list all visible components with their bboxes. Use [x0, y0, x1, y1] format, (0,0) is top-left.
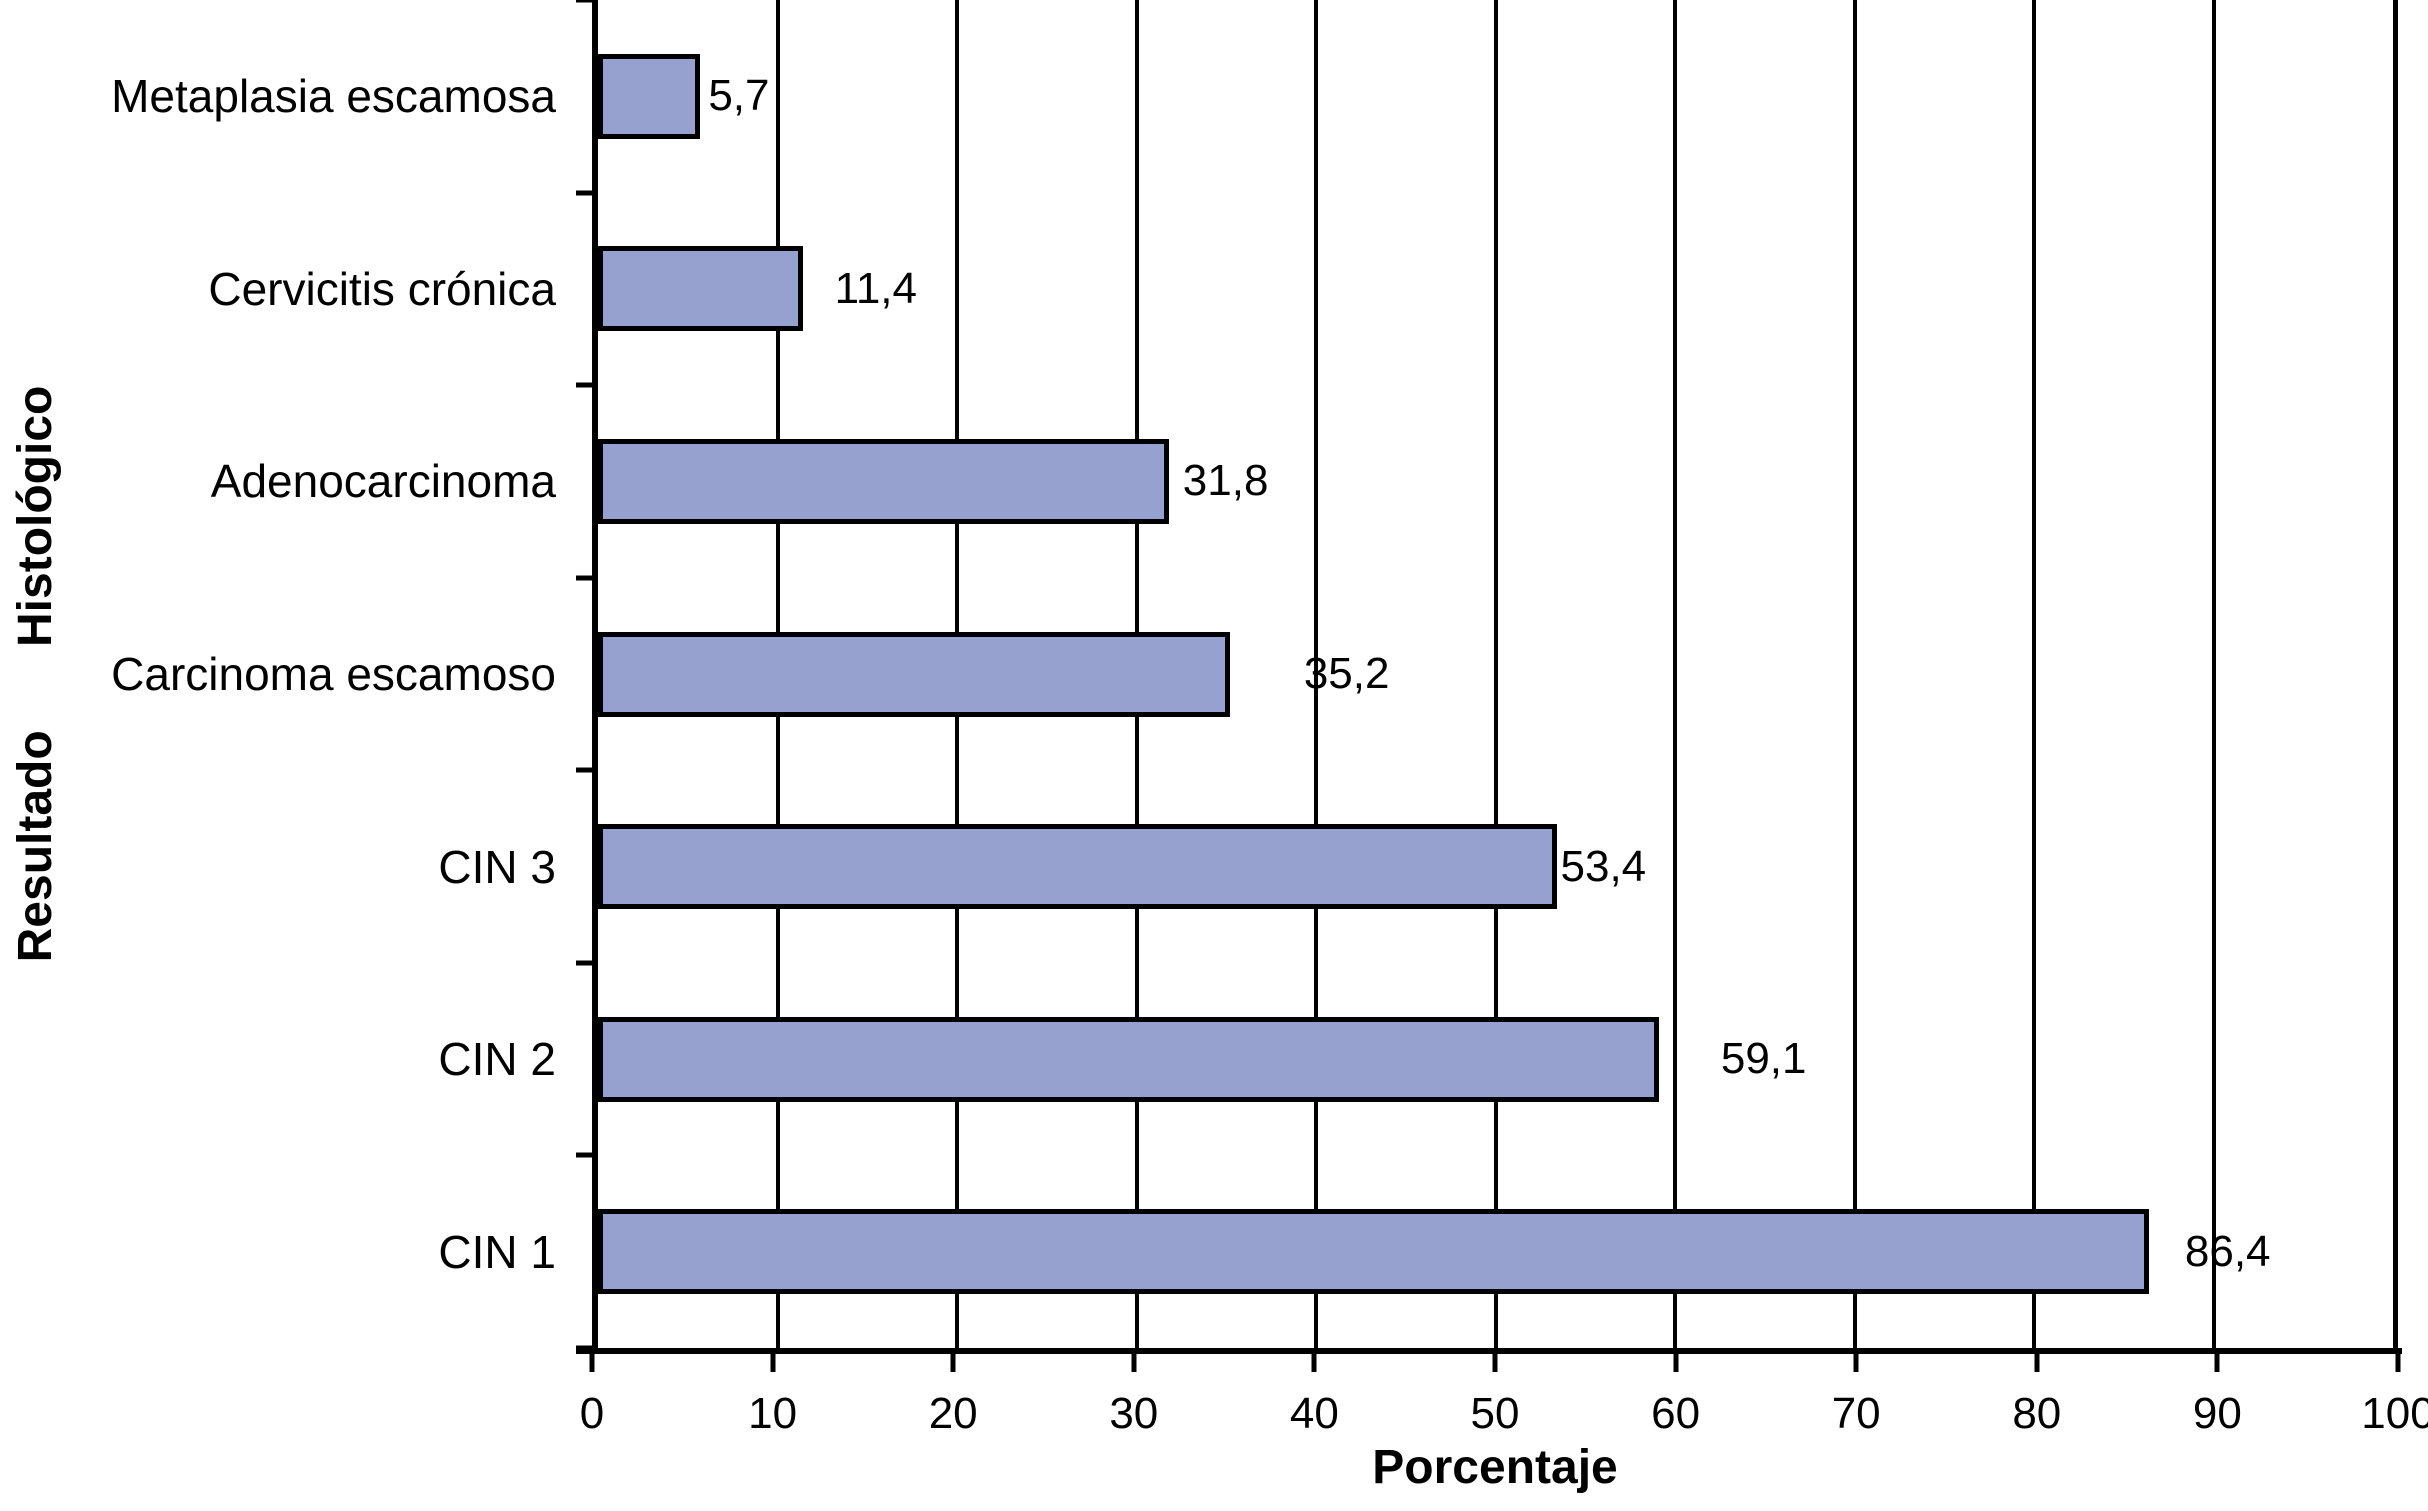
bar-cervicitis-cronica: [598, 246, 803, 332]
x-axis-tick-40: [1311, 1354, 1317, 1372]
x-tick-label-70: 70: [1831, 1389, 1881, 1438]
plot-area: 5,7 11,4 31,8 35,2 53,4 59,1 86,4: [592, 0, 2398, 1348]
bar-cin-3: [598, 824, 1557, 910]
y-axis-tick: [576, 190, 592, 196]
x-tick-label-40: 40: [1289, 1389, 1339, 1438]
gridline-90: [2211, 0, 2216, 1348]
bar-carcinoma-escamoso: [598, 631, 1230, 717]
x-axis-tick-60: [1673, 1354, 1679, 1372]
category-label-cin-1: CIN 1: [438, 1225, 556, 1278]
gridline-80: [2032, 0, 2036, 1348]
x-axis-tick-0: [589, 1354, 595, 1372]
bar-value-label: 11,4: [834, 263, 917, 313]
x-axis-tick-20: [950, 1354, 956, 1372]
x-tick-label-30: 30: [1109, 1389, 1159, 1438]
bar-adenocarcinoma: [598, 438, 1169, 524]
bar-cin-2: [598, 1016, 1659, 1102]
y-axis-tick: [576, 382, 592, 388]
y-axis-tick: [576, 0, 592, 3]
bar-cin-1: [598, 1209, 2149, 1295]
x-tick-label-50: 50: [1470, 1389, 1520, 1438]
x-tick-label-0: 0: [579, 1389, 605, 1438]
gridline-60: [1673, 0, 1677, 1348]
x-tick-label-10: 10: [748, 1389, 798, 1438]
x-axis-tick-50: [1492, 1354, 1498, 1372]
gridline-70: [1852, 0, 1857, 1348]
category-label-carcinoma-escamoso: Carcinoma escamoso: [111, 648, 556, 700]
x-tick-label-100: 100: [2361, 1389, 2428, 1438]
gridline-50: [1493, 0, 1498, 1348]
x-tick-label-80: 80: [2012, 1389, 2062, 1438]
x-axis-title: Porcentaje: [1372, 1441, 1618, 1494]
bar-metaplasia-escamosa: [598, 53, 701, 139]
category-labels: Metaplasia escamosa Cervicitis crónica Ade…: [0, 0, 556, 1348]
bar-value-label: 5,7: [708, 71, 770, 121]
category-label-cin-2: CIN 2: [438, 1033, 556, 1086]
x-tick-label-60: 60: [1651, 1389, 1701, 1438]
x-axis-tick-10: [770, 1354, 776, 1372]
y-axis-tick: [576, 960, 592, 966]
category-label-cin-3: CIN 3: [438, 840, 556, 893]
y-axis-tick: [576, 575, 592, 581]
category-label-cervicitis-cronica: Cervicitis crónica: [208, 262, 556, 315]
x-axis-tick-100: [2395, 1354, 2401, 1372]
x-axis-tick-80: [2034, 1354, 2040, 1372]
x-axis-tick-30: [1131, 1354, 1137, 1372]
category-label-metaplasia-escamosa: Metaplasia escamosa: [111, 70, 556, 123]
x-tick-label-20: 20: [928, 1389, 978, 1438]
x-tick-label-90: 90: [2192, 1389, 2242, 1438]
bar-value-label: 35,2: [1303, 649, 1390, 698]
gridline-40: [1314, 0, 1318, 1348]
y-axis-tick: [576, 1152, 592, 1158]
bar-value-label: 53,4: [1560, 841, 1647, 891]
x-axis-line: [576, 1348, 2402, 1354]
bar-value-label: 86,4: [2184, 1226, 2271, 1276]
category-label-adenocarcinoma: Adenocarcinoma: [210, 455, 556, 508]
x-axis-tick-90: [2214, 1354, 2220, 1372]
bar-value-label: 59,1: [1720, 1034, 1807, 1084]
x-axis-tick-70: [1853, 1354, 1859, 1372]
y-axis-tick: [576, 1345, 592, 1351]
bar-value-label: 31,8: [1182, 456, 1269, 506]
y-axis-tick: [576, 767, 592, 773]
